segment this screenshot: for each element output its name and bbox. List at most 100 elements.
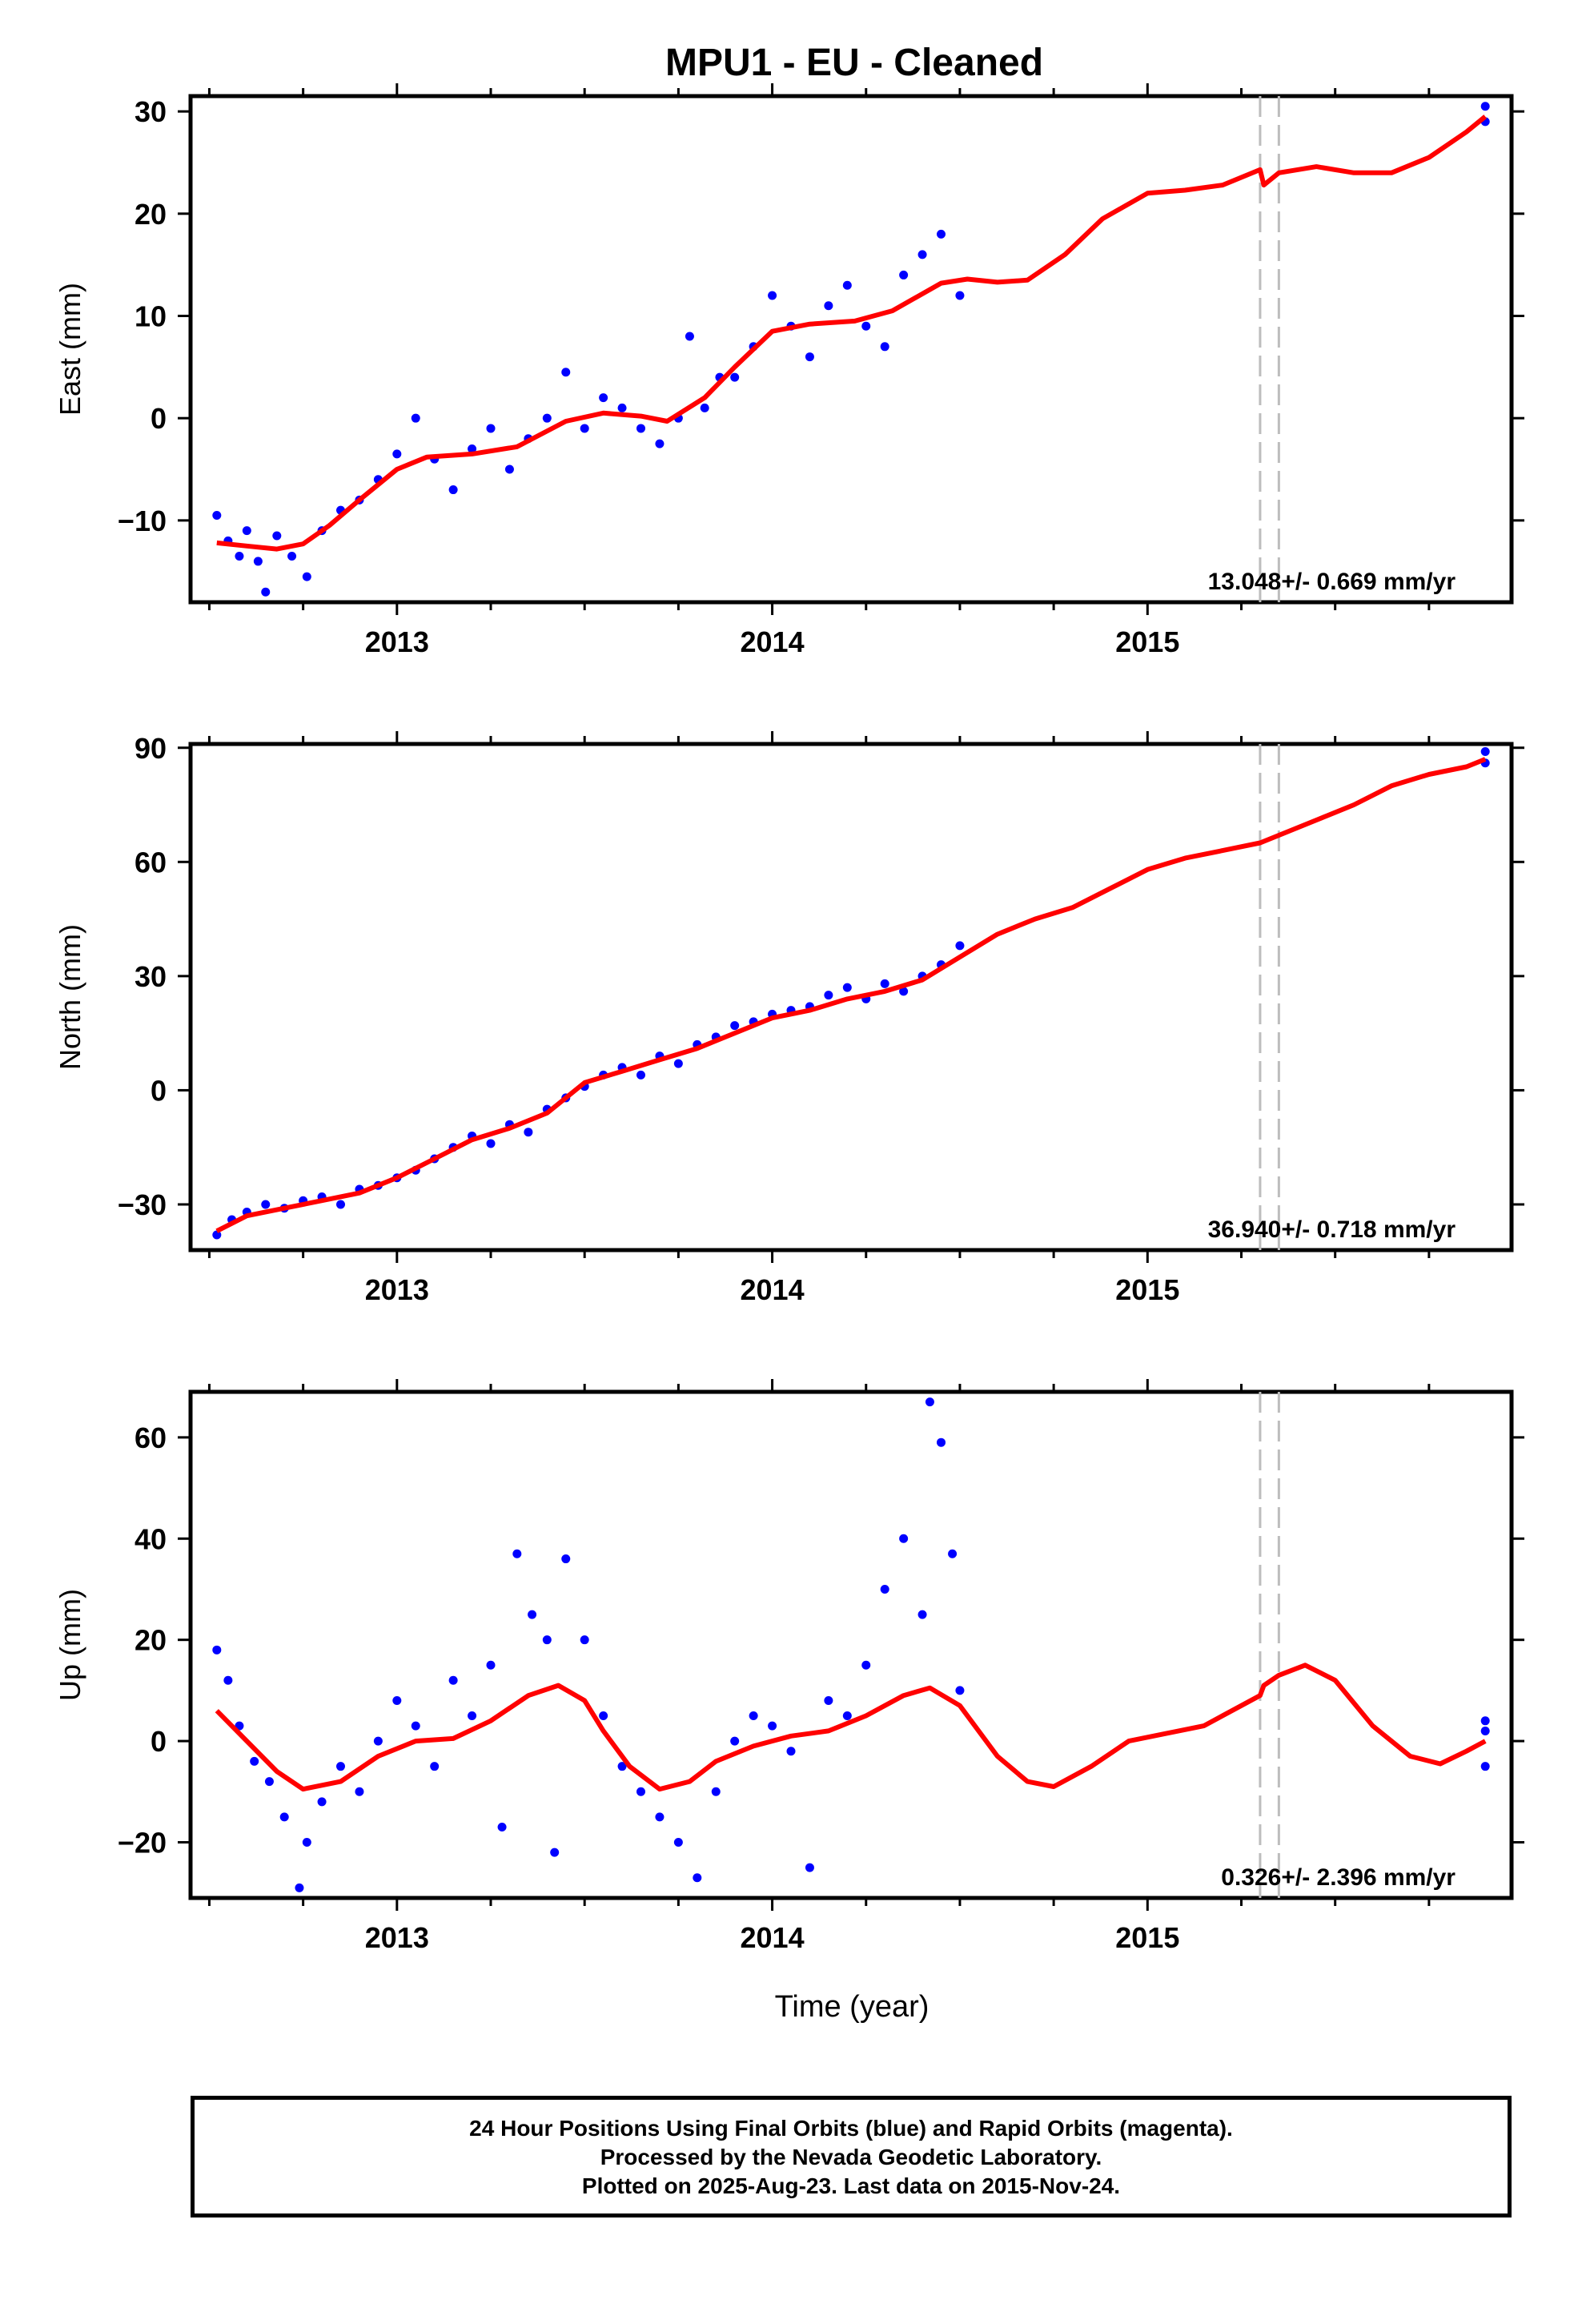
data-point <box>842 983 852 992</box>
data-point <box>861 1660 871 1670</box>
data-point <box>336 1762 345 1771</box>
y-tick-label: 40 <box>135 1522 167 1555</box>
legend-line-2: Processed by the Nevada Geodetic Laborat… <box>600 2145 1102 2169</box>
data-point <box>561 1554 571 1564</box>
data-point <box>497 1823 507 1832</box>
data-point <box>749 1711 758 1720</box>
y-axis-label: East (mm) <box>54 283 86 416</box>
x-tick-label: 2015 <box>1115 625 1179 658</box>
data-point <box>550 1848 560 1857</box>
data-point <box>250 1756 259 1766</box>
data-point <box>730 1736 740 1746</box>
data-point <box>880 979 889 988</box>
data-point <box>730 1021 740 1031</box>
data-point <box>955 291 965 300</box>
data-point <box>302 1837 311 1847</box>
data-point <box>392 1696 402 1706</box>
data-point <box>899 270 909 279</box>
data-point <box>685 332 694 341</box>
data-point <box>392 449 402 459</box>
y-tick-label: 0 <box>151 1725 167 1758</box>
data-point <box>948 1549 958 1558</box>
data-point <box>861 321 871 331</box>
data-point <box>302 572 311 581</box>
data-point <box>542 413 552 423</box>
data-point <box>542 1635 552 1645</box>
data-point <box>899 1534 909 1543</box>
data-point <box>842 280 852 290</box>
data-point <box>925 1397 934 1407</box>
data-point <box>580 1635 589 1645</box>
data-point <box>486 1660 496 1670</box>
x-tick-label: 2014 <box>741 625 805 658</box>
data-point <box>917 250 927 259</box>
y-axis-label: Up (mm) <box>54 1589 86 1701</box>
data-point <box>272 531 282 541</box>
data-point <box>937 229 946 239</box>
data-point <box>242 526 251 536</box>
data-point <box>599 393 608 403</box>
legend-line-1: 24 Hour Positions Using Final Orbits (bl… <box>469 2116 1233 2141</box>
data-point <box>486 1139 496 1148</box>
data-point <box>786 1747 796 1756</box>
y-tick-label: 30 <box>135 960 167 993</box>
x-tick-label: 2013 <box>365 625 429 658</box>
legend-line-3: Plotted on 2025-Aug-23. Last data on 201… <box>581 2173 1121 2198</box>
panel-frame <box>188 94 1514 605</box>
panel-1: 2013 2014 2015 −10 0 10 20 30 East (mm) 13.048+/-… <box>54 83 1524 658</box>
y-axis-label: North (mm) <box>54 924 86 1070</box>
y-tick-label: −10 <box>118 505 167 537</box>
data-point <box>317 1797 327 1807</box>
y-tick-label: 60 <box>135 846 167 879</box>
data-point <box>824 991 833 1000</box>
data-point <box>655 1812 665 1822</box>
y-tick-label: 0 <box>151 1074 167 1107</box>
data-point <box>235 552 244 561</box>
data-point <box>430 1762 440 1771</box>
rate-label: 13.048+/- 0.669 mm/yr <box>1208 569 1456 595</box>
y-tick-label: 30 <box>135 95 167 128</box>
x-tick-label: 2013 <box>365 1921 429 1954</box>
data-point <box>468 1711 477 1720</box>
data-point <box>512 1549 522 1558</box>
data-point <box>617 1762 627 1771</box>
data-point <box>411 1721 420 1731</box>
data-point <box>373 1736 383 1746</box>
data-point <box>673 1837 683 1847</box>
data-point <box>711 1787 721 1796</box>
rapid-point <box>1480 1726 1490 1735</box>
data-point <box>805 1863 814 1872</box>
data-point <box>261 587 271 597</box>
data-point <box>700 403 709 412</box>
data-point <box>468 444 477 453</box>
x-tick-label: 2014 <box>741 1921 805 1954</box>
data-point <box>617 403 627 412</box>
x-tick-label: 2015 <box>1115 1273 1179 1306</box>
rapid-point <box>1480 1716 1490 1726</box>
data-point <box>917 1610 927 1619</box>
y-tick-label: 20 <box>135 1624 167 1657</box>
data-point <box>223 1675 233 1685</box>
data-point <box>636 1070 645 1080</box>
data-point <box>824 1696 833 1706</box>
panel-frame <box>188 1389 1514 1900</box>
rapid-point <box>1480 747 1490 757</box>
rate-label: 0.326+/- 2.396 mm/yr <box>1221 1864 1456 1891</box>
data-point <box>355 1787 364 1796</box>
data-point <box>448 485 458 495</box>
data-point <box>212 1645 222 1655</box>
data-point <box>937 1437 946 1447</box>
fit-line <box>216 115 1488 552</box>
data-point <box>212 510 222 520</box>
y-tick-label: −20 <box>118 1826 167 1859</box>
data-point <box>673 1059 683 1068</box>
x-tick-label: 2014 <box>741 1273 805 1306</box>
data-point <box>528 1610 537 1619</box>
data-point <box>655 439 665 448</box>
data-point <box>880 342 889 352</box>
y-tick-label: −30 <box>118 1188 167 1221</box>
fit-line <box>215 1663 1487 1792</box>
data-point <box>955 1686 965 1695</box>
data-point <box>768 1721 777 1731</box>
